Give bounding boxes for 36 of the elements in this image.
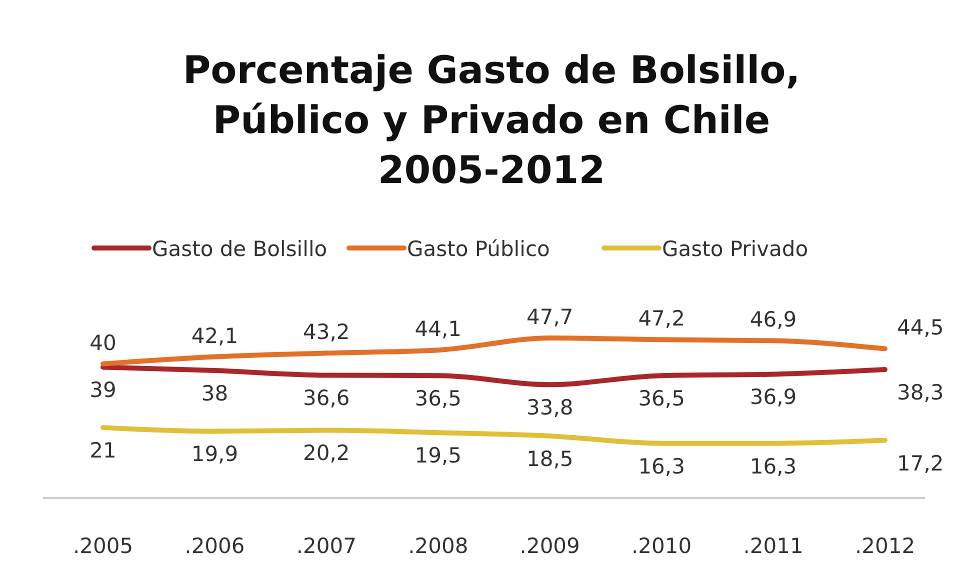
x-tick-label: .2012 <box>854 534 916 558</box>
legend-label: Gasto de Bolsillo <box>152 237 328 261</box>
x-tick-label: .2010 <box>632 534 692 558</box>
x-tick-label: .2006 <box>184 534 245 558</box>
data-label: 20,2 <box>303 441 350 466</box>
data-label: 40 <box>90 330 116 355</box>
data-label: 36,5 <box>414 386 462 411</box>
data-label: 19,9 <box>191 442 238 466</box>
x-tick-label: .2005 <box>72 534 134 558</box>
data-label: 21 <box>90 438 116 463</box>
data-label: 38 <box>201 382 228 406</box>
data-label: 16,3 <box>638 454 685 478</box>
data-label: 33,8 <box>526 396 574 420</box>
data-label: 46,9 <box>750 308 797 332</box>
data-label: 47,2 <box>638 306 685 331</box>
data-label: 42,1 <box>191 324 238 348</box>
data-label: 43,2 <box>303 320 350 344</box>
data-label: 16,3 <box>750 454 797 478</box>
data-label: 38,3 <box>897 380 944 405</box>
data-label: 18,5 <box>526 446 574 471</box>
x-tick-label: .2009 <box>520 534 580 558</box>
data-label: 39 <box>90 378 116 402</box>
x-tick-label: .2007 <box>296 534 356 558</box>
data-label: 44,1 <box>414 317 462 342</box>
data-label: 47,7 <box>526 305 574 329</box>
data-label: 17,2 <box>897 451 944 476</box>
data-label: 44,5 <box>897 316 944 340</box>
legend-label: Gasto Público <box>407 237 550 261</box>
data-label: 36,9 <box>750 385 797 410</box>
chart-title: Porcentaje Gasto de Bolsillo, Público y Privado en Chile 2005-2012 <box>182 48 800 192</box>
legend-label: Gasto Privado <box>662 237 808 261</box>
data-label: 36,5 <box>638 386 685 411</box>
data-label: 19,5 <box>414 444 462 468</box>
data-label: 36,6 <box>303 386 350 410</box>
x-tick-label: .2011 <box>743 534 804 558</box>
x-tick-label: .2008 <box>408 534 468 558</box>
